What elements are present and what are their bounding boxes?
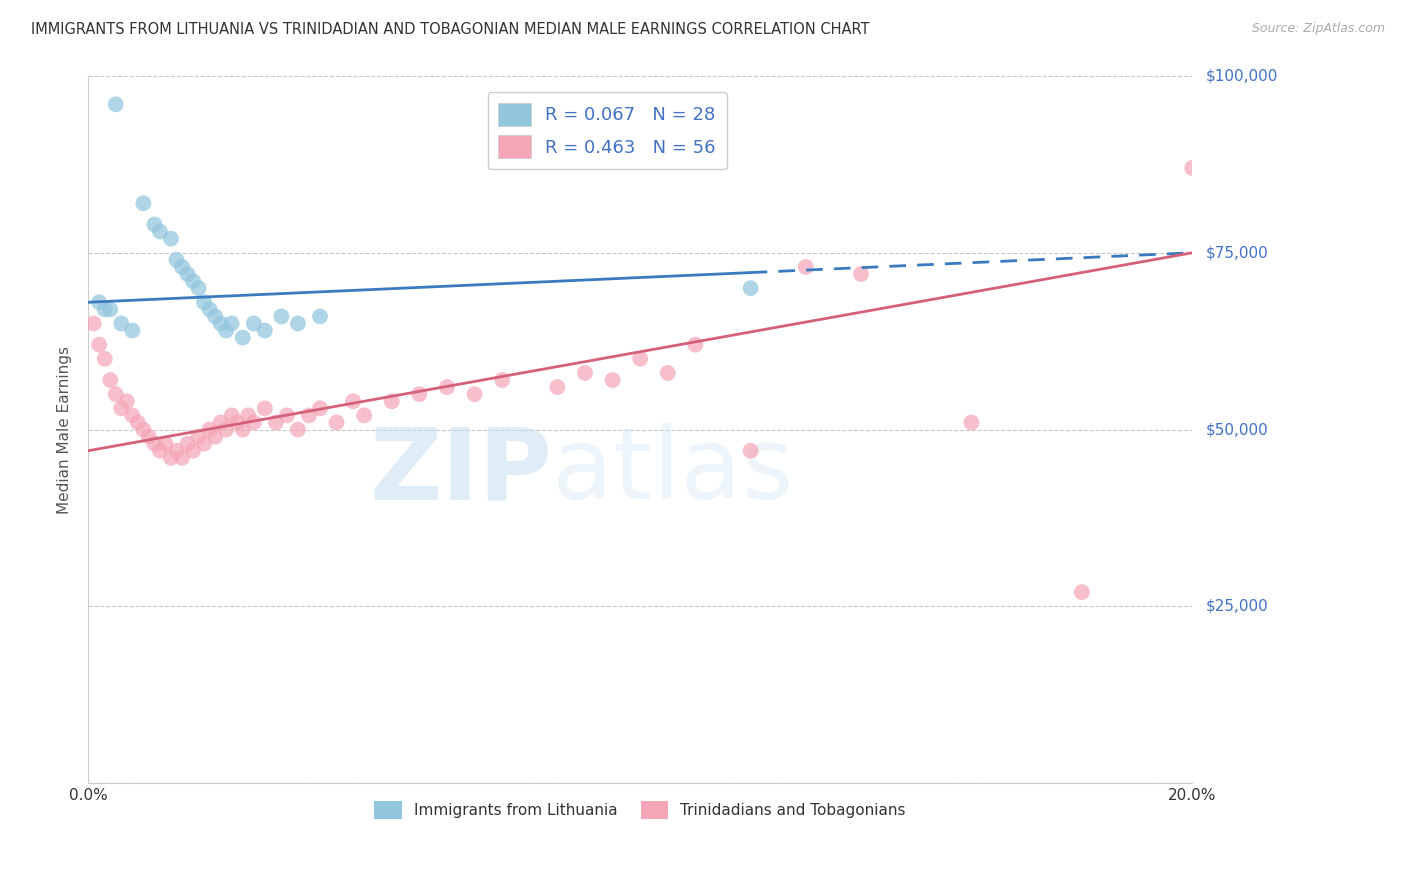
Point: [170, 450, 193, 465]
Point: [740, 281, 762, 295]
Point: [325, 416, 347, 430]
Point: [149, 225, 172, 239]
Point: [740, 443, 762, 458]
Point: [960, 416, 983, 430]
Point: [232, 330, 254, 344]
Point: [104, 97, 127, 112]
Point: [193, 436, 215, 450]
Point: [226, 416, 249, 430]
Point: [657, 366, 679, 380]
Point: [253, 324, 276, 338]
Point: [93, 351, 115, 366]
Point: [794, 260, 817, 274]
Point: [198, 302, 221, 317]
Point: [242, 416, 264, 430]
Point: [232, 423, 254, 437]
Point: [298, 409, 321, 423]
Point: [204, 429, 226, 443]
Point: [143, 436, 166, 450]
Point: [270, 310, 292, 324]
Point: [209, 317, 232, 331]
Point: [181, 274, 204, 288]
Point: [238, 409, 260, 423]
Point: [242, 317, 264, 331]
Point: [181, 443, 204, 458]
Point: [166, 252, 188, 267]
Point: [187, 429, 209, 443]
Text: IMMIGRANTS FROM LITHUANIA VS TRINIDADIAN AND TOBAGONIAN MEDIAN MALE EARNINGS COR: IMMIGRANTS FROM LITHUANIA VS TRINIDADIAN…: [31, 22, 869, 37]
Point: [436, 380, 458, 394]
Point: [187, 281, 209, 295]
Point: [121, 409, 143, 423]
Point: [264, 416, 287, 430]
Point: [143, 218, 166, 232]
Point: [253, 401, 276, 416]
Text: ZIP: ZIP: [368, 424, 553, 520]
Point: [132, 196, 155, 211]
Point: [89, 295, 111, 310]
Point: [574, 366, 596, 380]
Point: [166, 443, 188, 458]
Point: [170, 260, 193, 274]
Point: [309, 310, 332, 324]
Point: [491, 373, 513, 387]
Point: [353, 409, 375, 423]
Point: [1070, 585, 1092, 599]
Text: $100,000: $100,000: [1206, 69, 1278, 84]
Point: [93, 302, 115, 317]
Point: [160, 450, 183, 465]
Point: [132, 423, 155, 437]
Point: [176, 436, 198, 450]
Legend: Immigrants from Lithuania, Trinidadians and Tobagonians: Immigrants from Lithuania, Trinidadians …: [368, 795, 912, 825]
Point: [602, 373, 624, 387]
Text: $75,000: $75,000: [1206, 245, 1268, 260]
Point: [160, 232, 183, 246]
Point: [138, 429, 160, 443]
Point: [176, 267, 198, 281]
Point: [849, 267, 872, 281]
Point: [381, 394, 404, 409]
Point: [1181, 161, 1204, 175]
Point: [98, 373, 121, 387]
Point: [110, 317, 132, 331]
Text: atlas: atlas: [553, 424, 793, 520]
Point: [408, 387, 430, 401]
Point: [287, 317, 309, 331]
Point: [342, 394, 364, 409]
Point: [685, 337, 707, 351]
Text: Source: ZipAtlas.com: Source: ZipAtlas.com: [1251, 22, 1385, 36]
Point: [127, 416, 149, 430]
Point: [193, 295, 215, 310]
Text: $25,000: $25,000: [1206, 599, 1268, 614]
Point: [155, 436, 177, 450]
Point: [215, 423, 238, 437]
Point: [209, 416, 232, 430]
Point: [198, 423, 221, 437]
Point: [221, 317, 243, 331]
Point: [309, 401, 332, 416]
Point: [89, 337, 111, 351]
Point: [149, 443, 172, 458]
Point: [287, 423, 309, 437]
Point: [83, 317, 105, 331]
Point: [115, 394, 138, 409]
Point: [464, 387, 486, 401]
Point: [121, 324, 143, 338]
Point: [204, 310, 226, 324]
Point: [104, 387, 127, 401]
Point: [215, 324, 238, 338]
Point: [221, 409, 243, 423]
Point: [276, 409, 298, 423]
Point: [110, 401, 132, 416]
Point: [98, 302, 121, 317]
Point: [628, 351, 651, 366]
Text: $50,000: $50,000: [1206, 422, 1268, 437]
Point: [546, 380, 568, 394]
Y-axis label: Median Male Earnings: Median Male Earnings: [58, 345, 72, 514]
